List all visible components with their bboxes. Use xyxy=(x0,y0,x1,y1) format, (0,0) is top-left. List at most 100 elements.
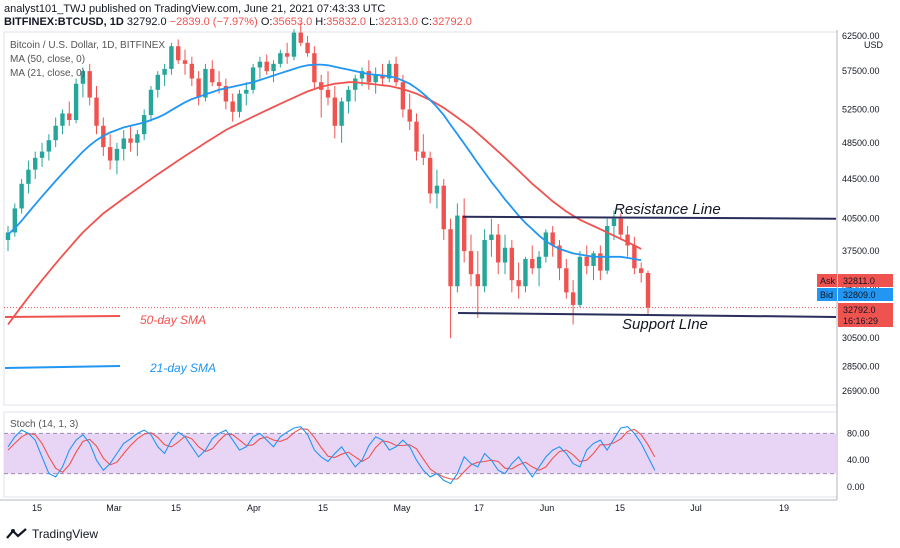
time-tick-label: Jun xyxy=(540,503,555,513)
candle-body xyxy=(366,71,372,83)
candle-body xyxy=(489,234,494,241)
resistance-annotation: Resistance Line xyxy=(614,201,721,218)
bid-value-bg xyxy=(838,288,893,301)
candle-body xyxy=(312,53,317,83)
candle-body xyxy=(516,280,521,287)
candle-body xyxy=(291,32,297,57)
candle-body xyxy=(257,61,263,68)
candle-body xyxy=(176,46,181,61)
candle-body xyxy=(373,74,378,83)
high-label: H: xyxy=(315,16,327,28)
candle-body xyxy=(455,215,460,287)
time-tick-label: 15 xyxy=(615,503,625,513)
candle-body xyxy=(577,256,583,305)
candle-body xyxy=(33,157,38,170)
low-label: L: xyxy=(369,16,379,28)
candle-body xyxy=(441,185,446,230)
candle-body xyxy=(618,218,623,235)
ma21-line xyxy=(7,63,642,262)
candle-body xyxy=(162,68,167,75)
candle-body xyxy=(60,113,65,126)
time-tick-label: 19 xyxy=(779,503,789,513)
price-tick-label: 52500.00 xyxy=(842,104,880,114)
bid-value: 32809.0 xyxy=(843,290,876,300)
candle-body xyxy=(114,148,120,161)
candle-body xyxy=(611,218,617,227)
candle-body xyxy=(468,251,474,275)
candle-body xyxy=(346,89,351,102)
candle-body xyxy=(591,253,596,266)
price-tick-label: 26900.00 xyxy=(842,386,880,396)
open-value: 35653.0 xyxy=(272,16,313,28)
time-tick-label: 15 xyxy=(318,503,328,513)
candle-body xyxy=(387,63,392,79)
price-tick-label: 48500.00 xyxy=(842,138,880,148)
candle-body xyxy=(598,253,603,271)
stoch-tick-label: 0.00 xyxy=(847,482,865,492)
candle-body xyxy=(550,232,555,246)
publisher-text: analyst101_TWJ published on TradingView.… xyxy=(4,3,386,15)
price-tick-label: 37500.00 xyxy=(842,246,880,256)
candle-body xyxy=(380,74,385,79)
candle-body xyxy=(284,53,290,57)
stoch-tick-label: 80.00 xyxy=(847,428,870,438)
candle-body xyxy=(264,61,269,72)
legend-ma50: MA (50, close, 0) xyxy=(10,54,86,65)
close-label: C: xyxy=(421,16,433,28)
low-value: 32313.0 xyxy=(378,16,419,28)
candle-body xyxy=(482,240,487,287)
last-price: 32792.0 xyxy=(126,16,167,28)
support-annotation: Support LIne xyxy=(622,316,708,333)
candle-body xyxy=(414,121,419,152)
publisher-line: analyst101_TWJ published on TradingView.… xyxy=(4,3,385,15)
candle-body xyxy=(570,292,576,305)
symbol: BITFINEX:BTCUSD, 1D xyxy=(4,16,124,28)
price-tick-label: 30500.00 xyxy=(842,333,880,343)
candle-body xyxy=(400,82,406,110)
bid-label-bg xyxy=(817,288,837,301)
candle-body xyxy=(645,273,651,308)
candle-body xyxy=(230,101,235,112)
time-tick-label: Apr xyxy=(247,503,261,513)
candle-body xyxy=(353,78,358,90)
candle-body xyxy=(564,268,569,293)
price-tick-label: 57500.00 xyxy=(842,66,880,76)
time-tick-label: 15 xyxy=(32,503,42,513)
candle-body xyxy=(250,67,256,90)
candle-body xyxy=(523,259,528,287)
candle-body xyxy=(196,78,201,98)
candle-body xyxy=(203,68,208,98)
candle-body xyxy=(332,97,338,126)
ask-value-bg xyxy=(838,274,893,287)
candle-body xyxy=(244,89,249,94)
candle-body xyxy=(128,138,133,143)
candle-body xyxy=(407,109,412,122)
close-value: 32792.0 xyxy=(432,16,472,28)
candle-body xyxy=(625,234,630,246)
candle-body xyxy=(141,115,147,135)
candle-body xyxy=(39,151,45,158)
bid-label: Bid xyxy=(820,290,833,300)
candle-body xyxy=(271,63,276,72)
candle-body xyxy=(325,89,331,98)
candle-body xyxy=(557,245,562,269)
candle-body xyxy=(632,245,637,269)
price-tick-label: 40500.00 xyxy=(842,214,880,224)
candle-body xyxy=(216,82,222,87)
candle-body xyxy=(94,97,99,126)
ohlc-line: BITFINEX:BTCUSD, 1D 32792.0 −2839.0 (−7.… xyxy=(4,16,472,28)
candle-body xyxy=(237,93,242,112)
time-tick-label: Mar xyxy=(106,503,122,513)
ma50-line xyxy=(7,81,642,326)
candle-body xyxy=(298,32,303,43)
price-change: −2839.0 (−7.97%) xyxy=(169,16,258,28)
resistance-line xyxy=(462,215,837,220)
sma50-legend-line xyxy=(4,315,121,318)
candle-body xyxy=(427,157,433,194)
candle-body xyxy=(189,63,195,79)
ask-label: Ask xyxy=(820,276,836,286)
candle-body xyxy=(107,147,113,161)
candle-body xyxy=(87,71,92,98)
last-price-tag-bg xyxy=(838,303,893,327)
